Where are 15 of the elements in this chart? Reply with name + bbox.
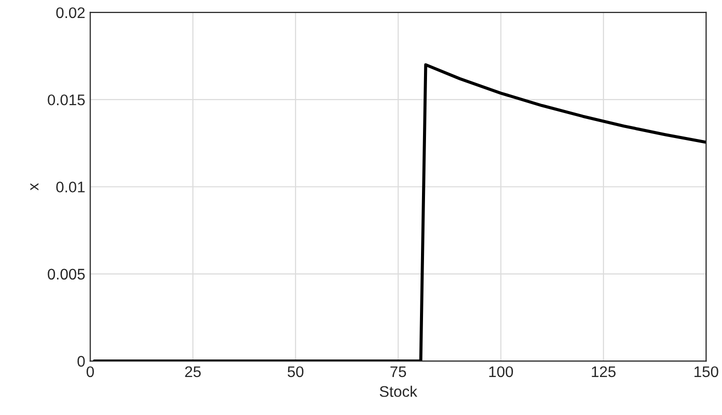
y-tick-label: 0.01 [56, 182, 85, 192]
x-tick-label: 25 [185, 366, 201, 378]
x-tick-label: 50 [288, 366, 304, 378]
y-tick-label: 0 [77, 356, 85, 367]
x-axis-title: Stock [380, 386, 418, 397]
y-tick-label: 0.005 [48, 268, 85, 280]
x-tick-label: 100 [489, 366, 513, 378]
y-axis-title: x [30, 183, 38, 190]
y-tick-label: 0.02 [56, 7, 85, 18]
y-tick-label: 0.015 [48, 94, 85, 106]
x-tick-label: 125 [592, 366, 616, 378]
x-tick-label: 150 [694, 366, 718, 378]
x-tick-label: 75 [390, 366, 406, 378]
x-tick-label: 0 [86, 366, 94, 378]
line-series [92, 63, 706, 362]
